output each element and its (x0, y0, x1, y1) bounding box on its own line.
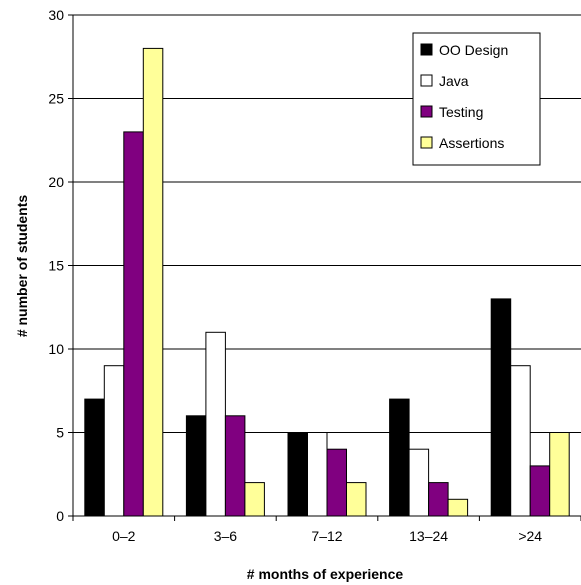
bar (224, 415, 246, 517)
bar (84, 398, 105, 517)
legend: OO Design Java Testing Assertions (412, 32, 541, 166)
bar (510, 365, 531, 517)
x-axis-title: # months of experience (247, 566, 404, 582)
x-tick-label: 7–12 (311, 528, 342, 544)
y-tick-label: 30 (48, 7, 64, 23)
y-tick-label: 0 (56, 508, 64, 524)
bar (346, 482, 367, 517)
y-tick-label: 25 (48, 91, 64, 107)
y-tick-label: 20 (48, 174, 64, 190)
bar (447, 498, 469, 517)
y-tick-labels: 0 5 10 15 20 25 30 (48, 7, 64, 524)
legend-label: OO Design (439, 42, 508, 58)
y-tick-label: 10 (48, 341, 64, 357)
bar (428, 482, 449, 517)
axes (68, 14, 581, 521)
x-tick-label: 3–6 (214, 528, 238, 544)
x-tick-label: >24 (518, 528, 542, 544)
bar (244, 482, 265, 517)
x-tick-labels: 0–2 3–6 7–12 13–24 >24 (112, 528, 542, 544)
bar (205, 331, 226, 517)
bar (103, 365, 125, 517)
bar (490, 298, 512, 517)
y-tick-label: 15 (48, 258, 64, 274)
bar (185, 415, 207, 517)
bar (307, 432, 328, 517)
y-tick-label: 5 (56, 425, 64, 441)
legend-swatch (420, 43, 433, 56)
legend-swatch (420, 74, 433, 87)
bar (326, 448, 347, 517)
bar (408, 448, 430, 517)
x-tick-label: 0–2 (112, 528, 136, 544)
legend-label: Assertions (439, 135, 504, 151)
bar (549, 432, 570, 517)
x-tick-label: 13–24 (409, 528, 448, 544)
legend-label: Testing (439, 104, 483, 120)
bar (123, 131, 144, 517)
bar (389, 398, 410, 517)
bar (142, 47, 164, 517)
bar (287, 432, 308, 517)
legend-swatch (420, 136, 433, 149)
legend-swatch (420, 105, 433, 118)
legend-box (412, 32, 541, 166)
legend-label: Java (439, 73, 469, 89)
bar (529, 465, 551, 517)
y-axis-title: # number of students (14, 195, 30, 338)
